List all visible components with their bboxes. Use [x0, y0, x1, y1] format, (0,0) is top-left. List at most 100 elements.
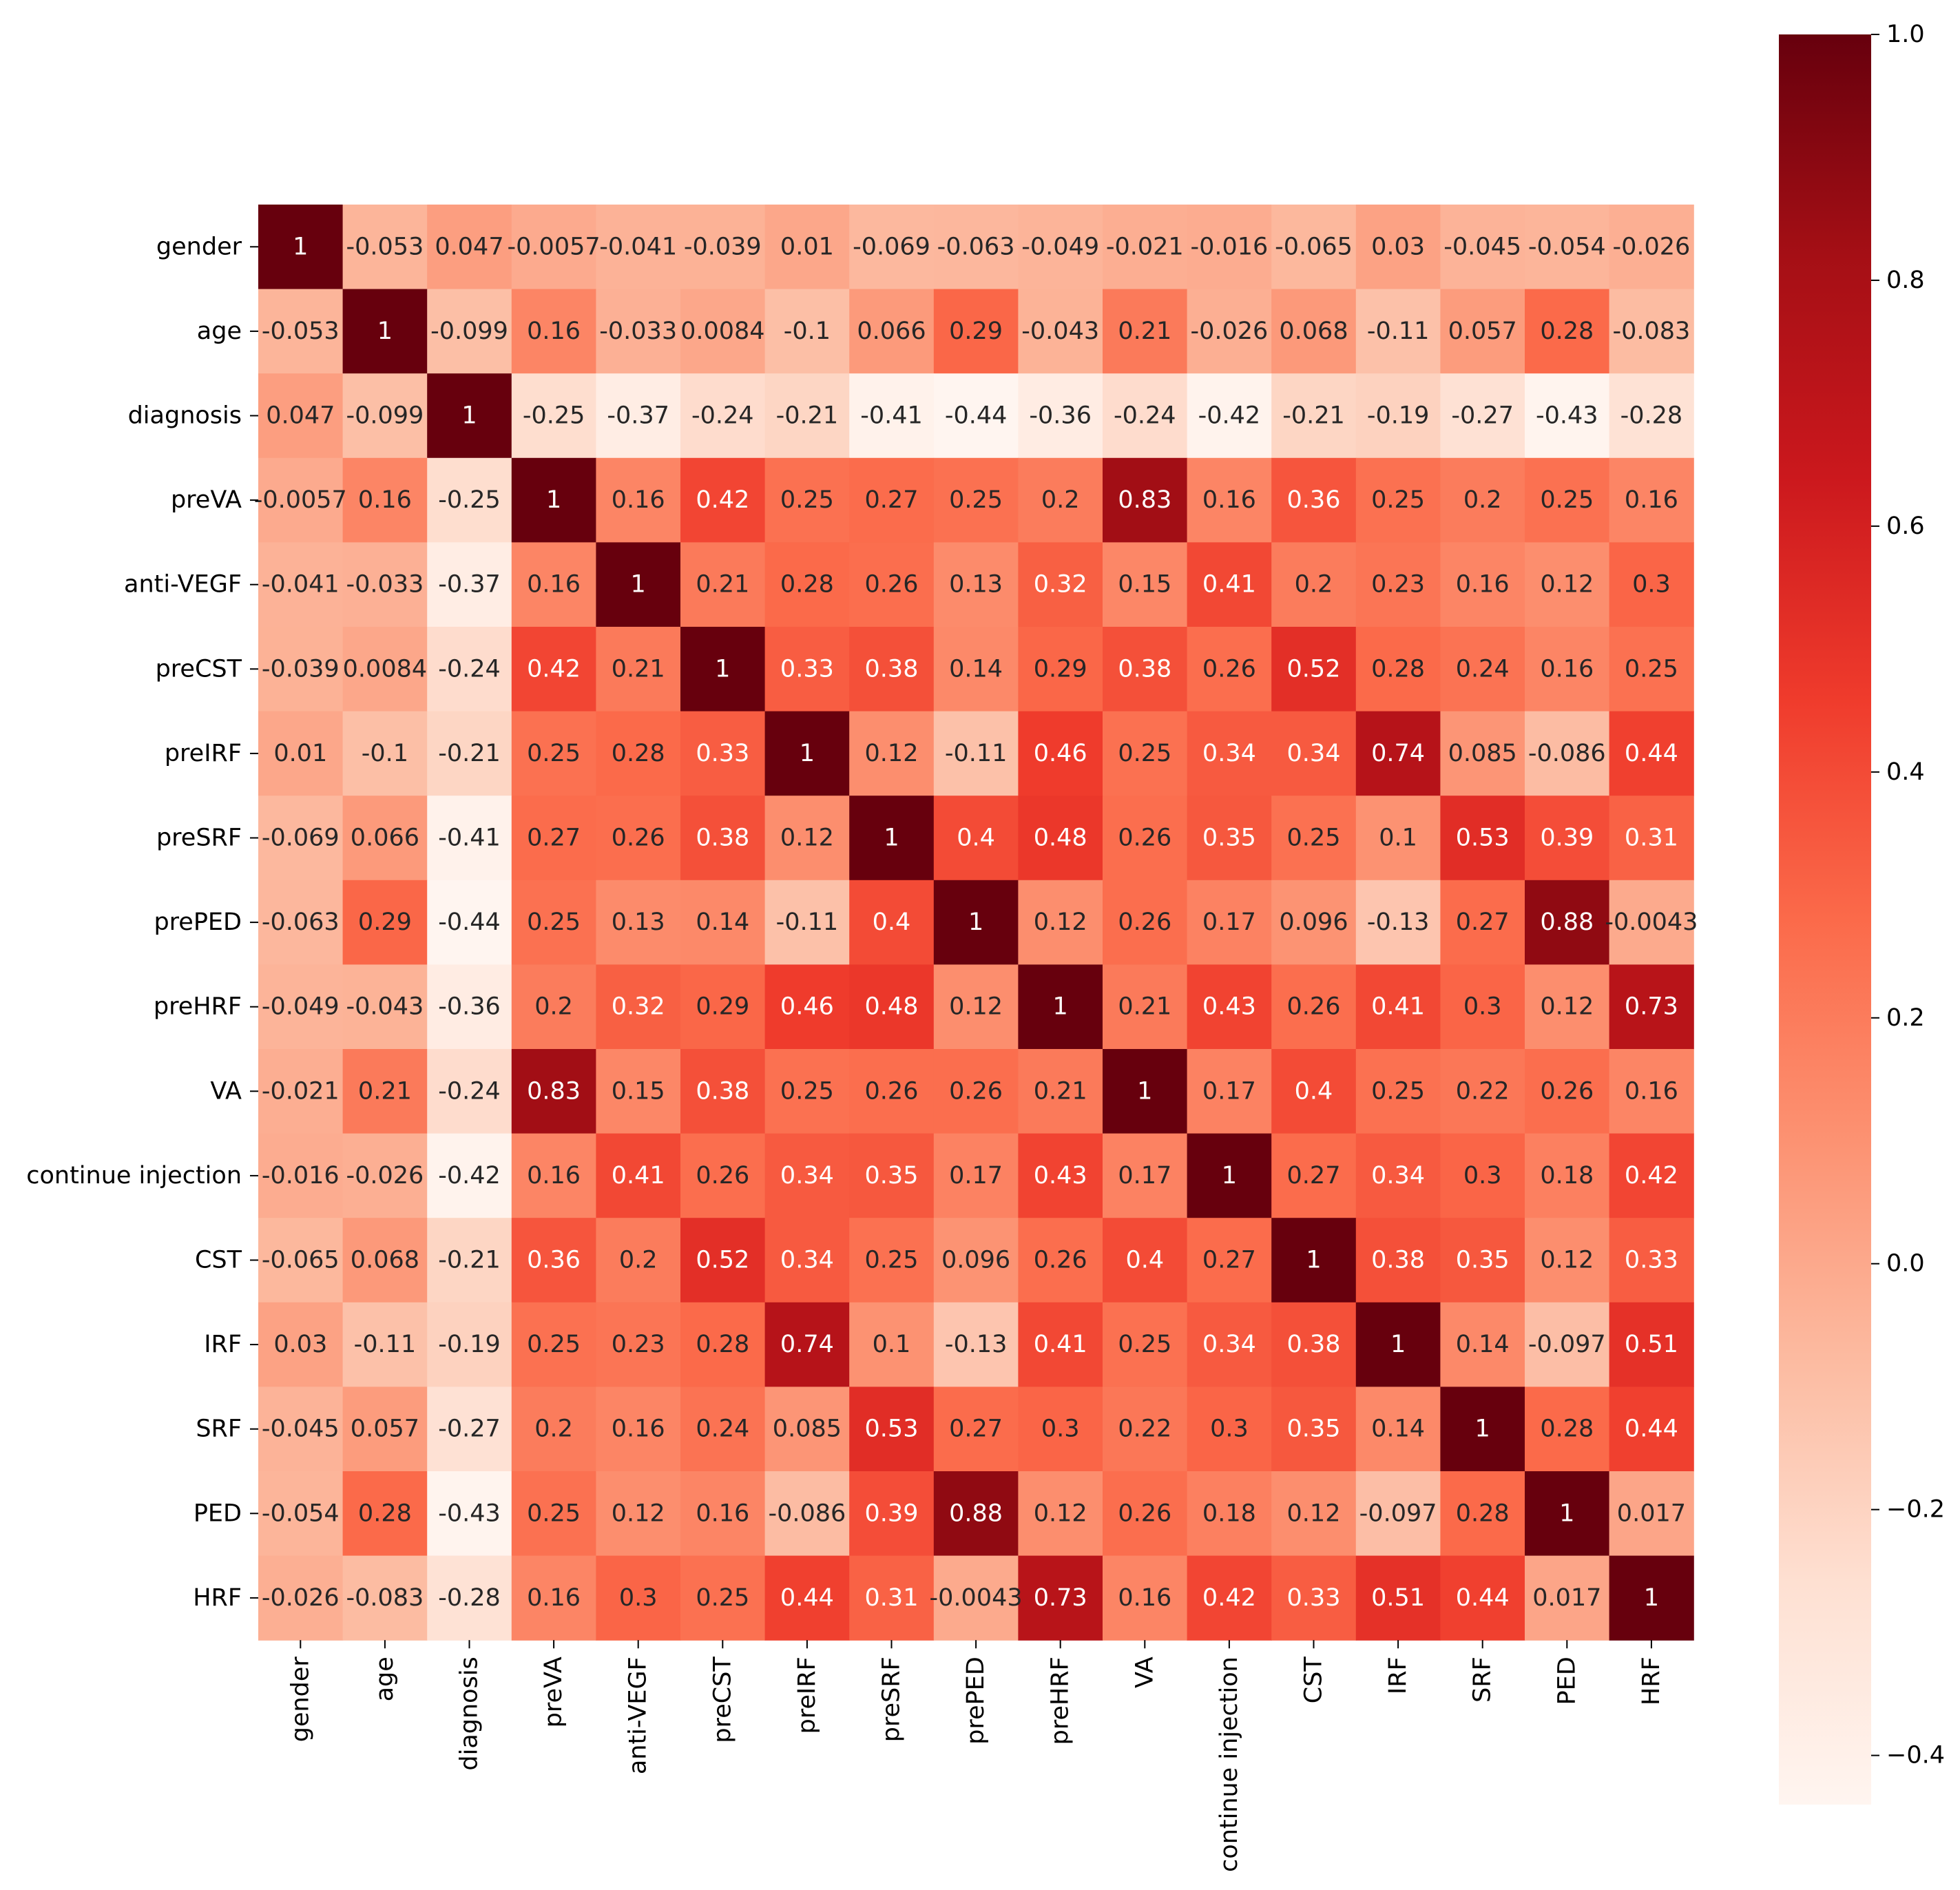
cell-value-label: 0.29 — [696, 993, 749, 1021]
heatmap-cell — [1440, 373, 1525, 459]
cell-value-label: 0.28 — [1371, 655, 1425, 683]
cell-value-label: 0.26 — [1118, 908, 1171, 936]
cell-value-label: -0.11 — [776, 908, 839, 936]
cell-value-label: 0.16 — [1202, 486, 1256, 514]
heatmap-cell — [1187, 1218, 1272, 1303]
cell-value-label: 0.16 — [696, 1499, 749, 1527]
cell-value-label: 0.28 — [1456, 1499, 1510, 1527]
y-tick-label: continue injection — [26, 1162, 242, 1190]
cell-value-label: 0.13 — [949, 571, 1003, 599]
cell-value-label: 0.21 — [696, 571, 749, 599]
cell-value-label: -0.016 — [262, 1162, 340, 1190]
cell-value-label: -0.054 — [1528, 233, 1606, 260]
cell-value-label: 0.096 — [1279, 908, 1348, 936]
heatmap-cell — [933, 1133, 1019, 1218]
heatmap-cell — [1103, 1049, 1188, 1134]
cell-value-label: -0.039 — [262, 655, 340, 683]
colorbar-bar — [1779, 34, 1871, 1805]
heatmap-cell — [1440, 205, 1525, 290]
heatmap-cell — [427, 1049, 512, 1134]
cell-value-label: -0.27 — [1451, 402, 1514, 430]
cell-value-label: 0.27 — [1202, 1247, 1256, 1274]
heatmap-cell — [1355, 1049, 1441, 1134]
cell-value-label: 0.03 — [1371, 233, 1425, 260]
heatmap-cell — [1525, 796, 1610, 881]
cell-value-label: -0.42 — [1198, 402, 1261, 430]
cell-value-label: -0.25 — [438, 486, 501, 514]
heatmap-cell — [342, 1555, 428, 1641]
cell-value-label: -0.41 — [438, 824, 501, 852]
heatmap-cell — [596, 880, 681, 965]
cell-value-label: 0.34 — [1202, 740, 1256, 767]
cell-value-label: 0.17 — [1202, 908, 1256, 936]
heatmap-cell — [1609, 373, 1694, 459]
heatmap-cell — [258, 1049, 344, 1134]
cell-value-label: 0.25 — [1625, 655, 1678, 683]
cell-value-label: 0.41 — [1034, 1331, 1087, 1358]
cell-value-label: -0.086 — [1528, 740, 1606, 767]
heatmap-cell — [1609, 289, 1694, 374]
cell-value-label: 1 — [1475, 1415, 1490, 1443]
heatmap-cell — [1440, 1049, 1525, 1134]
cell-value-label: 0.43 — [1034, 1162, 1087, 1190]
cell-value-label: 0.1 — [873, 1331, 911, 1358]
heatmap-cell — [1187, 880, 1272, 965]
heatmap-cell — [1525, 1049, 1610, 1134]
heatmap-cell — [596, 1302, 681, 1387]
heatmap-cell — [1018, 1555, 1103, 1641]
heatmap-cell — [342, 796, 428, 881]
heatmap-cell — [342, 542, 428, 627]
heatmap-cell — [849, 1133, 935, 1218]
heatmap-cell — [1103, 880, 1188, 965]
heatmap-cell — [1103, 1387, 1188, 1472]
heatmap-cell — [849, 627, 935, 712]
heatmap-cell — [1018, 542, 1103, 627]
y-tick-label: age — [197, 318, 242, 345]
cell-value-label: -0.44 — [438, 908, 501, 936]
cell-value-label: 0.31 — [865, 1584, 919, 1612]
cell-value-label: -0.44 — [945, 402, 1008, 430]
colorbar-tick-label: 1.0 — [1886, 21, 1925, 48]
heatmap-cell — [1355, 964, 1441, 1050]
cell-value-label: 0.25 — [527, 908, 581, 936]
cell-value-label: 0.33 — [696, 740, 749, 767]
cell-value-label: -0.28 — [1620, 402, 1683, 430]
heatmap-cell — [511, 1471, 596, 1557]
heatmap-cell — [511, 289, 596, 374]
x-tick-label: diagnosis — [456, 1657, 483, 1770]
heatmap-cell — [427, 542, 512, 627]
heatmap-cell — [596, 1049, 681, 1134]
heatmap-cell — [849, 289, 935, 374]
cell-value-label: 1 — [800, 740, 815, 767]
y-axis: gender age diagnosis preVA anti-VEGF preCST pr… — [26, 233, 258, 1612]
heatmap-cell — [596, 627, 681, 712]
cell-value-label: 0.51 — [1371, 1584, 1425, 1612]
cell-value-label: -0.1 — [362, 740, 408, 767]
cell-value-label: 0.21 — [612, 655, 665, 683]
cell-value-label: -0.24 — [438, 1077, 501, 1105]
heatmap-cell — [1018, 205, 1103, 290]
heatmap-cell — [1103, 964, 1188, 1050]
heatmap-cell — [764, 1387, 850, 1472]
cell-value-label: 0.44 — [780, 1584, 834, 1612]
heatmap-cell — [849, 1555, 935, 1641]
heatmap-cell — [933, 1218, 1019, 1303]
heatmap-cell — [1103, 542, 1188, 627]
heatmap-cell — [342, 1049, 428, 1134]
heatmap-cell — [342, 289, 428, 374]
cell-value-label: 0.3 — [1463, 1162, 1502, 1190]
heatmap-cell — [764, 1218, 850, 1303]
cell-value-label: 0.27 — [949, 1415, 1003, 1443]
cell-value-label: -0.097 — [1528, 1331, 1606, 1358]
cell-value-label: -0.42 — [438, 1162, 501, 1190]
heatmap-cell — [933, 457, 1019, 543]
cell-value-label: 0.48 — [1034, 824, 1087, 852]
cell-value-label: 0.35 — [1202, 824, 1256, 852]
cell-value-label: 0.24 — [696, 1415, 749, 1443]
cell-value-label: -0.0057 — [508, 233, 601, 260]
heatmap-cell — [1103, 1555, 1188, 1641]
cell-value-label: 0.03 — [273, 1331, 327, 1358]
heatmap-cell — [1525, 1555, 1610, 1641]
cell-value-label: 0.2 — [1041, 486, 1080, 514]
